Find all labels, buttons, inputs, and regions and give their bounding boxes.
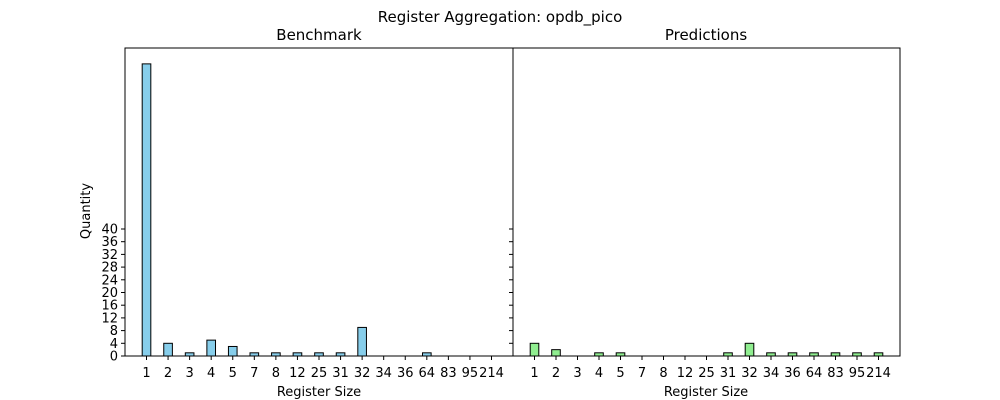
predictions-panel: Predictions 1 2 3 4 5 7 8 12 25 31 32 34 36 64 83 95 214… — [509, 26, 901, 400]
benchmark-x-tick-label: 214 — [479, 366, 504, 381]
predictions-x-tick-label: 31 — [720, 366, 737, 381]
benchmark-y-label: Quantity — [79, 183, 94, 239]
benchmark-y-tick-label: 32 — [101, 248, 118, 263]
benchmark-x-tick-label: 1 — [142, 366, 150, 381]
predictions-x-tick-label: 1 — [530, 366, 538, 381]
predictions-bars — [529, 342, 884, 357]
benchmark-x-tick-label: 2 — [164, 366, 172, 381]
benchmark-x-tick-label: 3 — [185, 366, 193, 381]
benchmark-x-tick-label: 25 — [311, 366, 328, 381]
predictions-bar — [551, 349, 561, 357]
benchmark-axes-frame — [124, 47, 514, 357]
benchmark-bars — [141, 63, 432, 357]
predictions-x-tick-label: 25 — [698, 366, 715, 381]
benchmark-bar — [163, 342, 173, 357]
benchmark-x-tick-label: 32 — [354, 366, 371, 381]
predictions-x-tick-label: 83 — [827, 366, 844, 381]
benchmark-bar — [357, 326, 367, 357]
predictions-x-tick-label: 3 — [573, 366, 581, 381]
benchmark-bar — [227, 345, 238, 357]
benchmark-y-tick-label: 20 — [101, 286, 118, 301]
benchmark-y-tick-label: 40 — [101, 222, 118, 237]
predictions-x-tick-label: 95 — [849, 366, 866, 381]
predictions-x-tick-label: 4 — [595, 366, 603, 381]
predictions-x-tick-label: 34 — [763, 366, 780, 381]
benchmark-x-tick-label: 8 — [272, 366, 280, 381]
benchmark-y-tick-label: 28 — [101, 261, 118, 276]
benchmark-x-tick-label: 4 — [207, 366, 215, 381]
predictions-x-tick-label: 2 — [552, 366, 560, 381]
benchmark-y-tick-label: 36 — [101, 235, 118, 250]
predictions-x-tick-label: 12 — [677, 366, 694, 381]
benchmark-x-tick-label: 95 — [462, 366, 479, 381]
benchmark-x-ticks: 1 2 3 4 5 7 8 12 25 31 32 34 36 64 83 95 214 — [142, 356, 504, 381]
benchmark-y-tick-label: 12 — [101, 311, 118, 326]
benchmark-x-tick-label: 5 — [229, 366, 237, 381]
benchmark-y-tick-label: 0 — [110, 350, 118, 365]
benchmark-panel: Benchmark 1 2 3 4 5 7 8 12 25 31 32 34 36 64 83 95 214 0… — [79, 26, 514, 400]
predictions-x-tick-label: 64 — [806, 366, 823, 381]
predictions-x-label: Register Size — [664, 385, 748, 400]
benchmark-bar — [141, 63, 152, 357]
benchmark-x-tick-label: 31 — [332, 366, 349, 381]
predictions-x-ticks: 1 2 3 4 5 7 8 12 25 31 32 34 36 64 83 95 214 — [530, 356, 891, 381]
benchmark-y-tick-label: 8 — [110, 324, 118, 339]
benchmark-x-tick-label: 7 — [250, 366, 258, 381]
predictions-y-ticks — [509, 228, 513, 357]
benchmark-bar — [206, 339, 217, 357]
benchmark-x-tick-label: 34 — [375, 366, 392, 381]
benchmark-x-label: Register Size — [277, 385, 361, 400]
predictions-axes-frame — [512, 47, 901, 357]
predictions-x-tick-label: 36 — [784, 366, 801, 381]
predictions-x-tick-label: 5 — [616, 366, 624, 381]
benchmark-y-tick-label: 24 — [101, 273, 118, 288]
benchmark-x-tick-label: 83 — [440, 366, 457, 381]
benchmark-x-tick-label: 12 — [289, 366, 306, 381]
predictions-x-tick-label: 7 — [638, 366, 646, 381]
benchmark-x-tick-label: 64 — [419, 366, 436, 381]
benchmark-title: Benchmark — [276, 26, 362, 44]
predictions-x-tick-label: 214 — [866, 366, 891, 381]
predictions-bar — [529, 342, 540, 357]
predictions-x-tick-label: 8 — [659, 366, 667, 381]
predictions-bar — [744, 342, 755, 357]
predictions-x-tick-label: 32 — [741, 366, 758, 381]
benchmark-x-tick-label: 36 — [397, 366, 414, 381]
figure-suptitle: Register Aggregation: opdb_pico — [378, 8, 623, 27]
benchmark-y-tick-label: 4 — [110, 337, 118, 352]
predictions-title: Predictions — [665, 26, 748, 44]
benchmark-y-tick-label: 16 — [101, 299, 118, 314]
